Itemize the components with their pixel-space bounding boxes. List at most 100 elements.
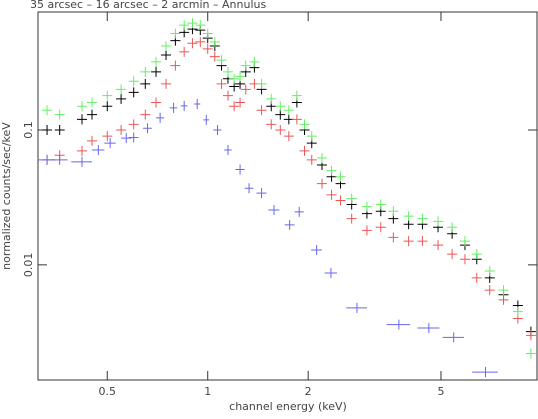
data-point [116, 84, 127, 95]
data-point [92, 145, 105, 156]
data-point [169, 102, 178, 113]
data-point [140, 66, 151, 77]
data-point [256, 188, 267, 199]
data-point [54, 125, 65, 136]
data-point [335, 195, 346, 206]
data-point [102, 90, 113, 101]
data-point [291, 114, 302, 125]
data-point [275, 109, 286, 120]
data-point [244, 183, 254, 194]
data-point [256, 78, 267, 89]
data-point [326, 189, 337, 200]
data-point [156, 112, 165, 123]
data-point [77, 114, 88, 125]
chart-title: 35 arcsec – 16 arcsec – 2 arcmin – Annul… [30, 0, 266, 11]
data-point [442, 332, 464, 343]
data-point [472, 367, 498, 378]
data-point [311, 244, 322, 255]
data-point [151, 56, 162, 67]
data-point [346, 213, 357, 224]
data-point [324, 268, 337, 279]
data-point [187, 38, 198, 49]
data-point [170, 28, 181, 39]
data-point [151, 66, 162, 77]
data-point [179, 46, 190, 57]
data-point [161, 40, 172, 51]
data-point [240, 84, 251, 95]
data-point [54, 109, 65, 120]
data-point [294, 206, 304, 217]
data-point [229, 73, 240, 84]
data-point [266, 119, 277, 130]
data-point [525, 348, 536, 359]
data-point [335, 171, 346, 182]
data-point [102, 131, 113, 142]
data-point [283, 131, 294, 142]
data-point [447, 249, 458, 260]
data-point [222, 90, 233, 101]
data-point [306, 131, 317, 142]
data-point [386, 319, 411, 330]
data-point [256, 105, 267, 116]
data-point [77, 101, 88, 112]
data-point [194, 98, 201, 109]
data-point [306, 154, 317, 165]
data-point [240, 60, 251, 71]
data-point [42, 125, 53, 136]
data-point [140, 109, 151, 120]
data-point [170, 60, 181, 71]
data-point [128, 132, 139, 143]
data-point [498, 294, 509, 305]
data-point [388, 232, 399, 243]
data-point [299, 145, 310, 156]
data-point [361, 201, 372, 212]
data-point [433, 216, 444, 227]
plot-frame [37, 11, 538, 381]
data-point [484, 285, 495, 296]
data-point [235, 164, 245, 175]
x-tick-label: 0.5 [99, 385, 117, 398]
data-point [51, 154, 68, 165]
data-point [235, 97, 246, 108]
data-point [180, 100, 188, 111]
data-point [87, 109, 98, 120]
data-point [417, 236, 428, 247]
data-point [471, 272, 482, 283]
x-axis-label: channel energy (keV) [229, 400, 347, 413]
data-point [202, 43, 213, 54]
data-point [116, 125, 127, 136]
data-point [216, 55, 227, 66]
data-point [161, 78, 172, 89]
y-tick-label: 0.1 [22, 121, 35, 139]
data-point [459, 236, 470, 247]
data-point [235, 71, 246, 82]
data-point [459, 254, 470, 265]
data-point [375, 199, 386, 210]
data-point [216, 78, 227, 89]
data-point [388, 206, 399, 217]
data-point [121, 133, 132, 144]
data-point [203, 114, 210, 125]
data-point [179, 20, 190, 31]
data-point [187, 18, 198, 29]
data-point [128, 76, 139, 87]
data-point [498, 285, 509, 296]
data-point [403, 236, 414, 247]
data-point [471, 249, 482, 260]
data-point [195, 20, 206, 31]
data-point [291, 90, 302, 101]
data-point [299, 119, 310, 130]
data-point [209, 51, 220, 62]
x-tick-label: 1 [204, 385, 211, 398]
data-point [447, 222, 458, 233]
data-point [229, 101, 240, 112]
data-point [284, 219, 295, 230]
data-point [316, 152, 327, 163]
data-point [128, 119, 139, 130]
x-tick-label: 2 [305, 385, 312, 398]
data-point [143, 123, 152, 134]
data-point [151, 97, 162, 108]
data-point [209, 36, 220, 47]
data-point [222, 66, 233, 77]
